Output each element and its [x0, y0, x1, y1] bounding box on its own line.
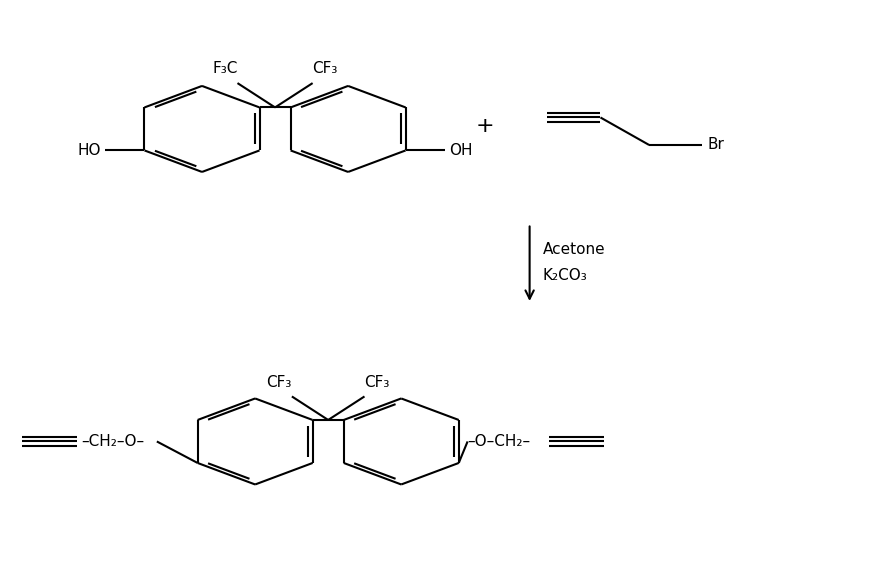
Text: OH: OH	[449, 143, 472, 158]
Text: HO: HO	[78, 143, 101, 158]
Text: Acetone: Acetone	[543, 242, 606, 257]
Text: CF₃: CF₃	[313, 61, 338, 76]
Text: CF₃: CF₃	[364, 375, 390, 390]
Text: CF₃: CF₃	[266, 375, 292, 390]
Text: Br: Br	[707, 137, 724, 152]
Text: –CH₂–O–: –CH₂–O–	[82, 434, 144, 449]
Text: –O–CH₂–: –O–CH₂–	[468, 434, 531, 449]
Text: +: +	[476, 116, 495, 136]
Text: F₃C: F₃C	[212, 61, 238, 76]
Text: K₂CO₃: K₂CO₃	[543, 267, 588, 283]
